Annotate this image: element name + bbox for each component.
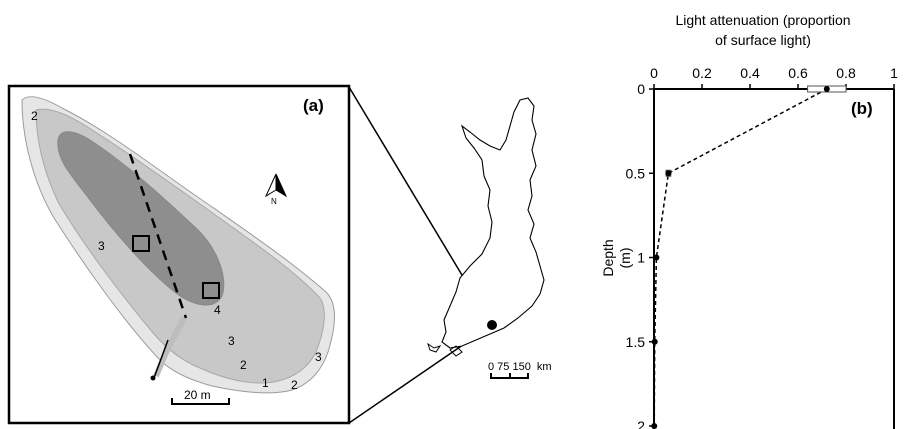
north-label: N: [271, 197, 277, 206]
data-point: [823, 86, 830, 92]
data-point: [651, 338, 658, 345]
chart-ylabel-line-1: Depth: [600, 239, 616, 276]
north-arrow-icon: [264, 173, 288, 198]
pond-inlet: [153, 316, 187, 378]
country-map: 0 75 150 km: [427, 97, 552, 379]
archipelago-2: [449, 345, 463, 357]
scale-label-a: 20 m: [184, 388, 211, 402]
sampling-site-1: [132, 235, 150, 252]
country-outline: [441, 97, 545, 349]
depth-label-2-s: 2: [240, 358, 247, 372]
sampling-site-2: [202, 282, 220, 299]
depth-label-3-w: 3: [98, 239, 105, 253]
outlet-marker: [150, 375, 156, 381]
x-tick-label: 0.4: [740, 65, 760, 81]
x-tick-label: 0.8: [836, 65, 856, 81]
archipelago: [427, 342, 442, 353]
chart-xlabel-line-1: Light attenuation (proportion: [675, 12, 850, 28]
y-tick-label: 2: [637, 418, 645, 429]
panel-b-tag: (b): [851, 99, 873, 118]
site-location-marker: [487, 320, 497, 330]
chart-xlabel-line-2: of surface light): [715, 32, 811, 48]
depth-label-3-s: 3: [228, 334, 235, 348]
x-tick-label: 0: [650, 65, 658, 81]
depth-label-3-e: 3: [315, 350, 322, 364]
data-point: [651, 423, 658, 429]
scale-label-map: 0 75 150 km: [488, 361, 552, 373]
x-tick-label: 0.2: [692, 65, 712, 81]
chart-plot-area: 0 0.2 0.4 0.6 0.8 1 0 0.5 1 1.5 2: [626, 65, 898, 429]
panel-a: 2 3 4 3 2 1 2 3 N 20 m (a): [7, 84, 351, 425]
x-tick-label: 1: [890, 65, 898, 81]
panel-a-tag: (a): [303, 96, 324, 115]
x-tick-label: 0.6: [788, 65, 808, 81]
outlet-line: [153, 339, 169, 379]
y-tick-label: 0: [637, 81, 645, 97]
y-tick-label: 1: [637, 250, 645, 266]
y-tick-label: 1.5: [626, 334, 646, 350]
y-tick-label: 0.5: [626, 165, 646, 181]
depth-label-2-nw: 2: [31, 109, 38, 123]
scale-bar-a: [171, 398, 230, 405]
chart-ylabel-line-2: (m): [617, 248, 633, 269]
depth-label-2-se: 2: [291, 378, 298, 392]
series-line: [653, 88, 828, 427]
depth-label-1: 1: [262, 376, 269, 390]
scale-bar-map: [490, 373, 529, 379]
data-point: [665, 170, 672, 177]
data-point: [653, 254, 660, 261]
pond-deep-zone: [57, 131, 225, 306]
transect-line: [128, 153, 188, 319]
panel-b: Light attenuation (proportion of surface…: [600, 12, 898, 429]
depth-label-4: 4: [214, 303, 221, 317]
